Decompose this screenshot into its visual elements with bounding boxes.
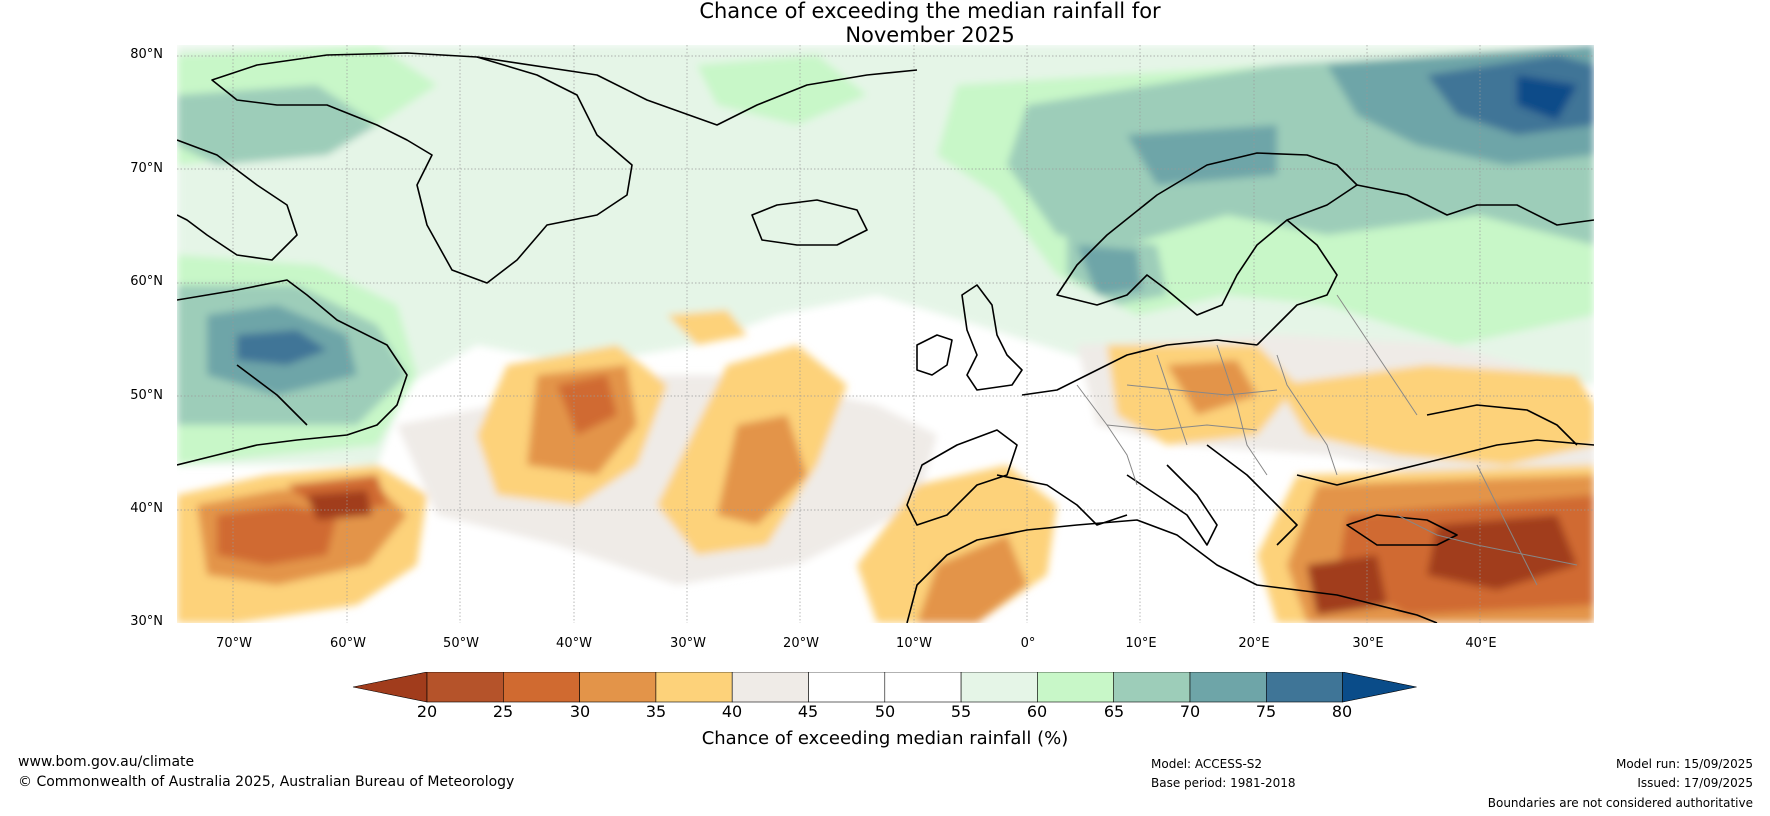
lat-label-40n: 40°N — [130, 501, 163, 516]
lat-label-60n: 60°N — [130, 274, 163, 289]
colorbar-segment — [808, 672, 886, 703]
issued-text: Issued: 17/09/2025 — [1637, 776, 1753, 790]
lat-label-80n: 80°N — [130, 47, 163, 62]
model-run-text: Model run: 15/09/2025 — [1615, 757, 1753, 771]
colorbar-segment — [731, 672, 809, 703]
rainfall-anomaly-fill — [177, 45, 1594, 623]
colorbar-segment — [579, 672, 657, 703]
colorbar-segment — [1265, 672, 1343, 703]
lon-label-10w: 10°W — [896, 636, 932, 651]
lon-label-40e: 40°E — [1465, 636, 1497, 651]
colorbar-extension-high — [1342, 672, 1417, 703]
chart-title-line-2: November 2025 — [845, 23, 1015, 47]
colorbar-segment — [1113, 672, 1191, 703]
colorbar-tick-60: 60 — [1026, 702, 1048, 721]
colorbar-segment — [884, 672, 962, 703]
model-text: Model: ACCESS-S2 — [1151, 757, 1263, 771]
coastlines — [177, 52, 1594, 623]
lon-label-10e: 10°E — [1125, 636, 1157, 651]
lat-label-30n: 30°N — [130, 614, 163, 629]
disclaimer-text: Boundaries are not considered authoritat… — [1487, 796, 1753, 810]
colorbar-segment — [503, 672, 580, 703]
lat-label-70n: 70°N — [130, 161, 163, 176]
country-borders — [1076, 294, 1578, 586]
colorbar-label: Chance of exceeding median rainfall (%) — [701, 728, 1069, 749]
colorbar-segment — [426, 672, 504, 703]
colorbar-tick-80: 80 — [1331, 702, 1353, 721]
colorbar-segment — [655, 672, 733, 703]
colorbar-segment — [960, 672, 1038, 703]
colorbar-tick-20: 20 — [416, 702, 438, 721]
lon-label-0: 0° — [1020, 636, 1036, 651]
lat-label-50n: 50°N — [130, 388, 163, 403]
graticule — [177, 45, 1594, 623]
lon-label-40w: 40°W — [556, 636, 592, 651]
colorbar-segment — [1037, 672, 1115, 703]
lon-label-50w: 50°W — [443, 636, 479, 651]
colorbar-tick-70: 70 — [1179, 702, 1201, 721]
colorbar-tick-40: 40 — [721, 702, 743, 721]
colorbar-tick-45: 45 — [797, 702, 819, 721]
colorbar — [352, 672, 1417, 703]
lon-label-60w: 60°W — [330, 636, 366, 651]
lon-label-70w: 70°W — [216, 636, 252, 651]
colorbar-tick-25: 25 — [492, 702, 514, 721]
colorbar-tick-50: 50 — [874, 702, 896, 721]
colorbar-tick-75: 75 — [1255, 702, 1277, 721]
lon-label-30e: 30°E — [1352, 636, 1384, 651]
colorbar-extension-low — [352, 672, 428, 703]
chart-title-line-1: Chance of exceeding the median rainfall … — [699, 0, 1161, 23]
colorbar-tick-35: 35 — [645, 702, 667, 721]
lon-label-30w: 30°W — [670, 636, 706, 651]
website-link[interactable]: www.bom.gov.au/climate — [18, 754, 195, 770]
colorbar-tick-65: 65 — [1103, 702, 1125, 721]
rainfall-probability-map — [177, 45, 1594, 623]
colorbar-tick-55: 55 — [950, 702, 972, 721]
colorbar-tick-30: 30 — [569, 702, 591, 721]
colorbar-segment — [1189, 672, 1267, 703]
lon-label-20e: 20°E — [1238, 636, 1270, 651]
copyright-text: © Commonwealth of Australia 2025, Austra… — [18, 774, 515, 790]
base-period-text: Base period: 1981-2018 — [1151, 776, 1296, 790]
lon-label-20w: 20°W — [783, 636, 819, 651]
